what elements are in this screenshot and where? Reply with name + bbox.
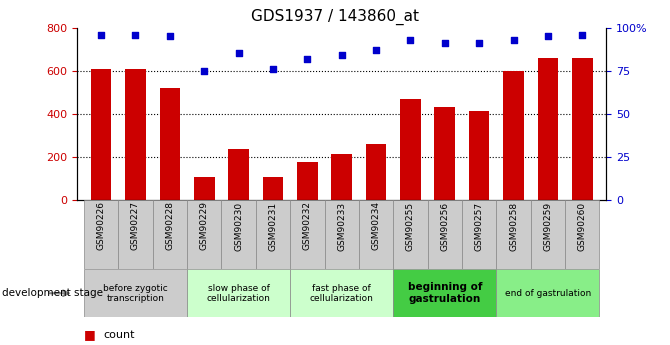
Bar	[159, 88, 180, 200]
Text: GSM90256: GSM90256	[440, 201, 450, 250]
Text: GSM90259: GSM90259	[543, 201, 553, 250]
Bar	[531, 200, 565, 269]
Bar	[469, 111, 490, 200]
Point	[577, 32, 588, 37]
Bar	[221, 200, 256, 269]
Text: slow phase of
cellularization: slow phase of cellularization	[206, 284, 271, 303]
Bar	[427, 200, 462, 269]
Bar	[194, 177, 214, 200]
Text: GSM90234: GSM90234	[372, 201, 381, 250]
Point	[474, 40, 484, 46]
Point	[508, 37, 519, 42]
Bar	[496, 200, 531, 269]
Point	[440, 40, 450, 46]
Point	[302, 56, 313, 61]
Bar	[290, 200, 324, 269]
Point	[267, 66, 278, 72]
Text: GSM90233: GSM90233	[337, 201, 346, 250]
Bar	[263, 177, 283, 200]
Bar	[503, 71, 524, 200]
Bar	[400, 99, 421, 200]
Bar	[537, 58, 558, 200]
Text: GSM90228: GSM90228	[165, 201, 174, 250]
Text: GSM90260: GSM90260	[578, 201, 587, 250]
Text: GSM90226: GSM90226	[96, 201, 106, 250]
Bar	[393, 200, 427, 269]
Text: GSM90227: GSM90227	[131, 201, 140, 250]
Text: GSM90232: GSM90232	[303, 201, 312, 250]
Bar	[435, 107, 455, 200]
Bar	[84, 200, 119, 269]
Point	[371, 47, 381, 53]
Text: GSM90257: GSM90257	[474, 201, 484, 250]
Bar	[256, 200, 290, 269]
Bar	[119, 200, 153, 269]
Bar	[297, 162, 318, 200]
Bar	[125, 69, 146, 200]
Text: end of gastrulation: end of gastrulation	[505, 289, 591, 298]
Bar	[462, 200, 496, 269]
Text: GSM90231: GSM90231	[269, 201, 277, 250]
Point	[336, 52, 347, 58]
Text: count: count	[104, 330, 135, 339]
Point	[233, 51, 244, 56]
Bar	[496, 269, 600, 317]
Point	[405, 37, 416, 42]
Text: GSM90230: GSM90230	[234, 201, 243, 250]
Bar	[91, 69, 111, 200]
Text: GSM90258: GSM90258	[509, 201, 518, 250]
Bar	[359, 200, 393, 269]
Text: fast phase of
cellularization: fast phase of cellularization	[310, 284, 374, 303]
Bar	[153, 200, 187, 269]
Bar	[393, 269, 496, 317]
Bar	[84, 269, 187, 317]
Bar	[366, 145, 387, 200]
Point	[199, 68, 210, 73]
Text: development stage: development stage	[2, 288, 103, 298]
Bar	[324, 200, 359, 269]
Text: before zygotic
transcription: before zygotic transcription	[103, 284, 168, 303]
Point	[96, 32, 107, 37]
Bar	[187, 269, 290, 317]
Text: ■: ■	[84, 328, 96, 341]
Text: beginning of
gastrulation: beginning of gastrulation	[407, 283, 482, 304]
Bar	[572, 58, 592, 200]
Point	[165, 33, 176, 39]
Text: GSM90229: GSM90229	[200, 201, 209, 250]
Bar	[565, 200, 600, 269]
Point	[130, 32, 141, 37]
Point	[543, 33, 553, 39]
Bar	[332, 154, 352, 200]
Bar	[187, 200, 221, 269]
Text: GSM90255: GSM90255	[406, 201, 415, 250]
Bar	[228, 149, 249, 200]
Text: GDS1937 / 143860_at: GDS1937 / 143860_at	[251, 9, 419, 25]
Bar	[290, 269, 393, 317]
